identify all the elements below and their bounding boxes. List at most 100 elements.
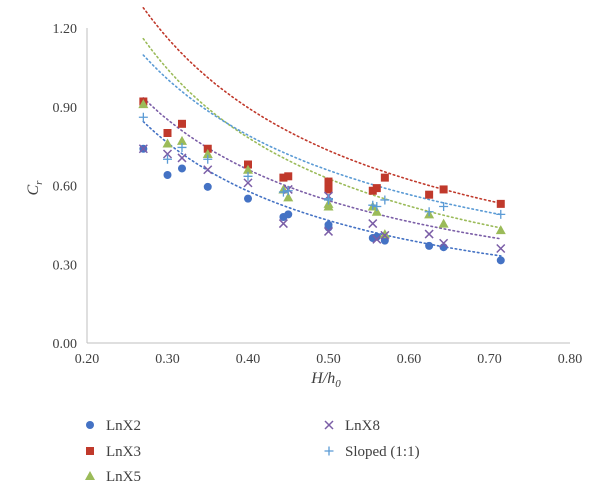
data-point — [380, 230, 390, 240]
data-point — [324, 185, 333, 194]
data-point — [424, 229, 434, 239]
data-point — [323, 226, 334, 236]
data-point — [380, 195, 390, 205]
data-point — [138, 144, 148, 154]
data-point — [496, 199, 505, 208]
x-tick-label: 0.80 — [558, 352, 583, 367]
data-point — [278, 219, 288, 229]
x-tick-label: 0.50 — [316, 352, 341, 367]
data-point — [243, 164, 253, 174]
data-point — [372, 184, 381, 193]
y-axis-title-main: C — [25, 184, 42, 195]
legend-marker — [85, 471, 95, 480]
legend-marker — [324, 446, 334, 456]
data-point — [380, 173, 389, 182]
data-point — [284, 172, 293, 181]
data-point — [368, 219, 378, 229]
data-point — [284, 210, 293, 219]
data-point — [177, 164, 186, 173]
data-point — [162, 149, 173, 159]
trendline — [142, 97, 502, 240]
legend-label: Sloped (1:1) — [345, 444, 420, 460]
data-point — [425, 241, 434, 250]
data-point — [439, 238, 449, 248]
legend-marker — [324, 420, 334, 430]
trendline — [142, 7, 502, 205]
axes — [86, 28, 570, 344]
data-point — [438, 218, 449, 228]
data-point — [203, 182, 212, 191]
data-point — [163, 171, 172, 179]
data-point — [203, 154, 213, 164]
data-point — [380, 236, 389, 245]
trendlines — [142, 7, 502, 257]
data-point — [162, 138, 173, 148]
data-point — [324, 195, 333, 205]
data-point — [244, 194, 252, 203]
x-tick-label: 0.60 — [397, 352, 422, 367]
data-point — [425, 190, 434, 199]
data-point — [176, 135, 187, 145]
data-points — [138, 97, 506, 265]
trendline — [142, 54, 502, 216]
x-tick-labels: 0.20 0.30 0.40 0.50 0.60 0.70 0.80 — [75, 352, 583, 367]
trendline — [142, 37, 502, 229]
x-tick-label: 0.20 — [75, 352, 100, 367]
y-tick-label: 0.00 — [53, 337, 78, 352]
x-axis-title-sub: 0 — [335, 378, 341, 390]
data-point — [283, 186, 293, 196]
legend-label: LnX3 — [106, 444, 141, 460]
data-point — [368, 186, 377, 195]
data-point — [439, 243, 448, 252]
data-point — [368, 200, 378, 210]
data-point — [203, 144, 212, 153]
data-point — [372, 232, 381, 241]
data-point — [379, 229, 390, 239]
x-tick-label: 0.70 — [477, 352, 502, 367]
data-point — [371, 206, 382, 216]
data-point — [496, 209, 506, 219]
data-point — [323, 201, 334, 211]
y-tick-label: 1.20 — [53, 22, 78, 37]
x-tick-label: 0.40 — [236, 352, 261, 367]
data-point — [203, 165, 213, 175]
data-point — [177, 142, 187, 152]
data-point — [163, 154, 172, 164]
x-axis-title: H/h0 — [310, 370, 341, 390]
legend-label: LnX2 — [106, 418, 141, 434]
legend: LnX2 LnX3 LnX5 LnX8 Sloped (1:1) — [85, 418, 420, 485]
x-tick-label: 0.30 — [155, 352, 180, 367]
y-tick-label: 0.30 — [53, 258, 78, 273]
y-tick-label: 0.90 — [53, 101, 78, 116]
x-axis-title-main: H/h — [310, 370, 335, 387]
data-point — [439, 202, 449, 211]
data-point — [278, 187, 288, 197]
data-point — [372, 202, 382, 211]
data-point — [244, 160, 252, 169]
y-axis-title: Cr — [25, 180, 45, 196]
legend-label: LnX5 — [106, 469, 141, 485]
data-point — [496, 243, 506, 254]
legend-marker — [86, 421, 94, 429]
data-point — [439, 185, 448, 194]
y-tick-labels: 0.00 0.30 0.60 0.90 1.20 — [53, 22, 78, 352]
legend-marker — [86, 447, 94, 455]
data-point — [177, 153, 187, 163]
data-point — [424, 207, 434, 217]
data-point — [495, 225, 506, 235]
data-point — [243, 178, 253, 188]
data-point — [202, 149, 213, 158]
data-point — [496, 256, 505, 265]
y-tick-label: 0.60 — [53, 180, 78, 195]
data-point — [372, 234, 382, 244]
y-axis-title-sub: r — [33, 180, 45, 185]
data-point — [283, 192, 294, 202]
data-point — [177, 119, 186, 128]
data-point — [138, 99, 149, 109]
data-point — [279, 173, 288, 182]
legend-label: LnX8 — [345, 418, 380, 434]
data-point — [138, 112, 148, 122]
data-point — [243, 171, 253, 181]
